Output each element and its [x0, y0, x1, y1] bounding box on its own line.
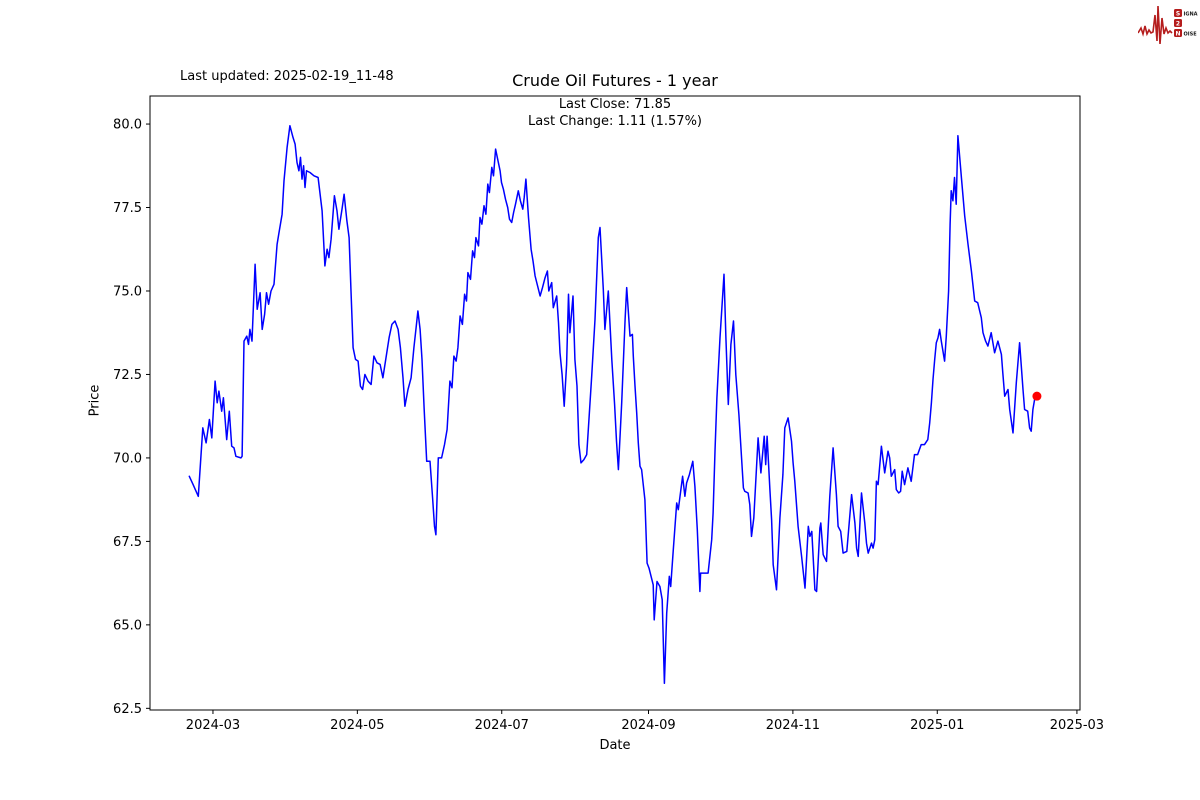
x-tick-label: 2024-11: [766, 718, 820, 733]
logo-badge-letter: S: [1176, 11, 1180, 18]
last-close-dot: [1032, 391, 1042, 401]
chart-title: Crude Oil Futures - 1 year: [512, 71, 718, 90]
pulse-waveform-icon: [1138, 5, 1173, 45]
x-tick-label: 2024-07: [475, 718, 529, 733]
logo-badge-letter: 2: [1176, 21, 1180, 28]
logo-badge-box: [1174, 29, 1182, 37]
plot-area-border: [149, 95, 1081, 711]
y-tick-label: 67.5: [113, 535, 142, 550]
logo-badge-box: [1174, 9, 1182, 17]
logo-word-rest: OISE: [1184, 32, 1198, 38]
x-tick-label: 2024-03: [186, 718, 240, 733]
x-tick-label: 2024-05: [330, 718, 384, 733]
y-tick-label: 70.0: [113, 451, 142, 466]
y-tick-label: 75.0: [113, 284, 142, 299]
y-tick-label: 62.5: [113, 702, 142, 717]
subtitle-last-close: Last Close: 71.85: [558, 97, 672, 112]
logo-badge-letter: N: [1175, 31, 1180, 38]
signal2noise-logo: S IGNAL 2 N OISE: [1138, 5, 1199, 45]
x-axis-label: Date: [599, 738, 631, 753]
price-line-series: [188, 124, 1038, 685]
last-updated-text: Last updated: 2025-02-19_11-48: [180, 69, 394, 84]
logo-word-rest: IGNAL: [1184, 12, 1199, 18]
y-tick-label: 72.5: [113, 368, 142, 383]
subtitle-last-change: Last Change: 1.11 (1.57%): [527, 114, 702, 129]
y-tick-label: 65.0: [113, 618, 142, 633]
logo-badge-box: [1174, 19, 1182, 27]
y-tick-label: 80.0: [113, 118, 142, 133]
x-tick-label: 2025-01: [910, 718, 964, 733]
y-tick-label: 77.5: [113, 201, 142, 216]
x-tick-label: 2024-09: [621, 718, 675, 733]
x-tick-label: 2025-03: [1050, 718, 1104, 733]
